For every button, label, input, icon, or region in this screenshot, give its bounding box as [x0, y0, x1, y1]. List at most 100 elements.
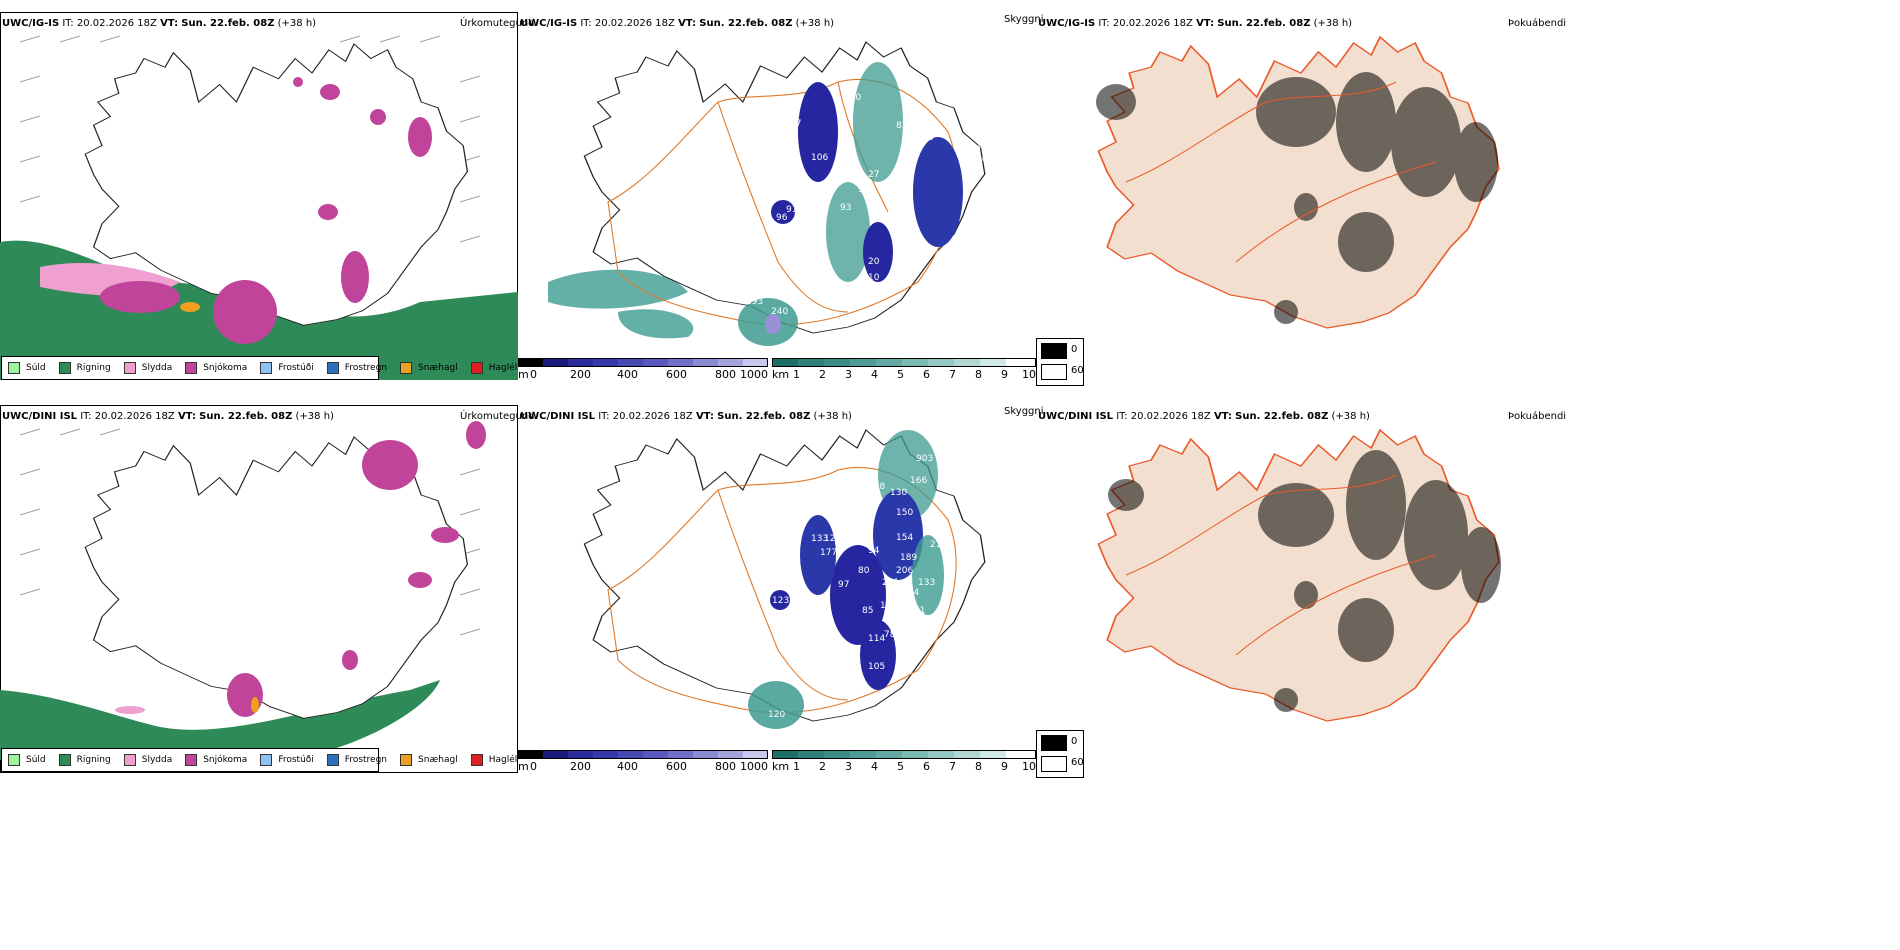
map-label: 154 — [896, 533, 913, 543]
legend-label: Snæhagl — [418, 755, 458, 765]
legend-label: Súld — [26, 755, 46, 765]
ceiling-colorbar-top: m 0 200 400 600 800 1000 — [518, 358, 770, 382]
fog-map-bottom — [1036, 405, 1556, 775]
map-label: 78 — [922, 133, 934, 143]
map-label: 123 — [772, 596, 789, 606]
map-label: 166 — [910, 476, 927, 486]
it-value: 20.02.2026 18Z — [594, 18, 675, 29]
legend-item: Haglél — [470, 362, 518, 374]
lead-time: (+38 h) — [813, 411, 852, 422]
vt-label: VT: — [1196, 18, 1215, 29]
map-label: 98 — [903, 242, 915, 252]
ceiling-tick: 400 — [617, 760, 638, 773]
visibility-tick: 5 — [897, 368, 904, 381]
legend-item: Slydda — [123, 362, 173, 374]
ceiling-tick: 200 — [570, 760, 591, 773]
panel-header-bottom-2: UWC/DINI ISL IT: 20.02.2026 18Z VT: Sun.… — [520, 411, 852, 422]
legend-swatch — [185, 362, 198, 374]
roads — [607, 466, 957, 714]
visibility-tick: 2 — [819, 368, 826, 381]
ceiling-tick: 0 — [530, 760, 537, 773]
legend-item: Súld — [8, 754, 46, 766]
visibility-colorbar-top: km 1 2 3 4 5 6 7 8 9 10 — [772, 358, 1038, 382]
panel-title-precip: Úrkomutegund — [460, 411, 535, 422]
legend-item: Snæhagl — [400, 362, 458, 374]
panel-title-visibility: Skyggni — [1004, 14, 1044, 25]
visibility-tick: 7 — [949, 368, 956, 381]
wind-barbs — [19, 428, 481, 636]
legend-label: Slydda — [141, 755, 173, 765]
legend-swatch — [400, 362, 413, 374]
map-label: 133 — [811, 534, 828, 544]
legend-swatch — [58, 362, 71, 374]
vt-value: Sun. 22.feb. 08Z — [699, 18, 793, 29]
map-label: 206 — [896, 566, 913, 576]
ceiling-colorbar-bottom: m 0 200 400 600 800 1000 — [518, 750, 770, 774]
map-label: 251 — [882, 578, 899, 588]
vt-value: Sun. 22.feb. 08Z — [181, 18, 275, 29]
map-label: 82 — [896, 121, 907, 131]
it-label: IT: — [1116, 411, 1128, 422]
roads — [1125, 474, 1437, 656]
legend-label: Frostregn — [344, 755, 388, 765]
visibility-tick: 8 — [975, 760, 982, 773]
legend-swatch — [470, 754, 483, 766]
it-label: IT: — [580, 18, 592, 29]
map-label: 210 — [844, 93, 861, 103]
map-label: 94 — [868, 546, 880, 556]
fog-legend-low: 0 — [1071, 344, 1078, 355]
ceiling-unit: m — [518, 368, 529, 381]
vt-label: VT: — [1213, 411, 1232, 422]
fog-legend-light — [1041, 756, 1067, 772]
legend-swatch — [326, 362, 339, 374]
legend-swatch — [123, 754, 136, 766]
map-label: 148 — [868, 482, 885, 492]
vt-label: VT: — [678, 18, 697, 29]
legend-label: Slydda — [141, 363, 173, 373]
visibility-tick: 8 — [975, 368, 982, 381]
precip-legend-top: Súld Rigning Slydda Snjókoma Frostúði Fr… — [1, 356, 517, 380]
model-name: UWC/DINI ISL — [1038, 411, 1114, 422]
map-label: 20 — [868, 257, 880, 267]
map-label: 174 — [902, 588, 919, 598]
it-label: IT: — [62, 18, 74, 29]
panel-title-fog: Þokuábendi — [1508, 18, 1567, 29]
legend-swatch — [470, 362, 483, 374]
snow-patches — [100, 77, 432, 344]
legend-swatch — [185, 754, 198, 766]
precip-legend-bottom: Súld Rigning Slydda Snjókoma Frostúði Fr… — [1, 748, 517, 772]
legend-label: Frostúði — [278, 755, 314, 765]
ceiling-scale — [518, 750, 768, 759]
legend-label: Haglél — [488, 755, 518, 765]
legend-item: Haglél — [470, 754, 518, 766]
ceiling-tick: 600 — [666, 760, 687, 773]
precip-panel-bottom: Súld Rigning Slydda Snjókoma Frostúði Fr… — [0, 405, 518, 773]
legend-label: Snjókoma — [203, 363, 248, 373]
map-label: 160 — [976, 155, 993, 165]
legend-item: Snjókoma — [185, 754, 247, 766]
visibility-unit: km — [772, 760, 790, 773]
visibility-tick: 10 — [1022, 760, 1036, 773]
legend-label: Snæhagl — [418, 363, 458, 373]
map-label: 85 — [862, 606, 873, 616]
model-name: UWC/DINI ISL — [2, 411, 78, 422]
legend-swatch — [400, 754, 413, 766]
legend-item: Rigning — [58, 754, 111, 766]
panel-title-fog: Þokuábendi — [1508, 411, 1567, 422]
map-label: 15 — [976, 141, 987, 151]
visibility-tick: 1 — [793, 368, 800, 381]
visibility-tick: 9 — [1001, 760, 1008, 773]
ceiling-scale — [518, 358, 768, 367]
legend-label: Haglél — [488, 363, 518, 373]
map-label: 27 — [868, 170, 879, 180]
map-label: 33 — [868, 287, 879, 297]
map-label: 121 — [824, 534, 841, 544]
lead-time: (+38 h) — [295, 411, 334, 422]
legend-item: Frostregn — [326, 754, 388, 766]
legend-item: Súld — [8, 362, 46, 374]
panel-header-top-2: UWC/IG-IS IT: 20.02.2026 18Z VT: Sun. 22… — [520, 18, 834, 29]
fog-legend-low: 0 — [1071, 736, 1078, 747]
map-label: 903 — [916, 454, 933, 464]
visibility-tick: 5 — [897, 760, 904, 773]
ceiling-tick: 1000 — [740, 368, 768, 381]
